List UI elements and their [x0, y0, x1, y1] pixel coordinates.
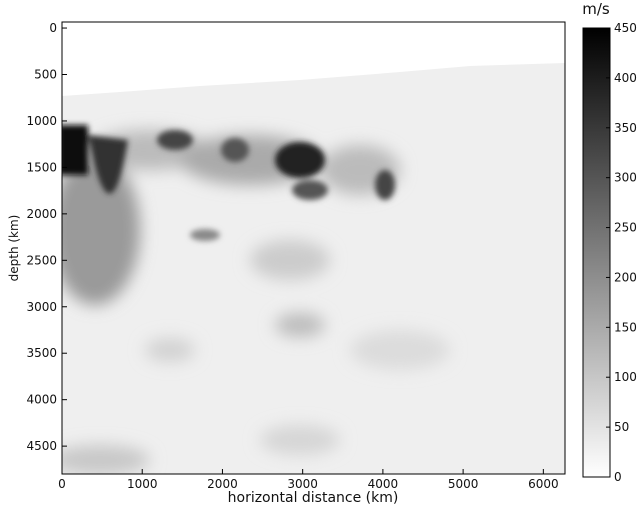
x-axis-label: horizontal distance (km) [228, 490, 399, 506]
colorbar-tick-label: 200 [614, 270, 637, 284]
colorbar-tick-label: 350 [614, 121, 637, 135]
x-tick-label: 0 [58, 477, 66, 491]
y-tick-label: 2000 [26, 207, 57, 221]
colorbar-tick-label: 50 [614, 420, 629, 434]
plot-frame [61, 21, 566, 475]
y-tick-label: 4500 [26, 439, 57, 453]
colorbar-tick-label: 300 [614, 171, 637, 185]
y-tick-label: 1000 [26, 114, 57, 128]
colorbar-tick-label: 150 [614, 320, 637, 334]
x-tick-label: 2000 [207, 477, 238, 491]
y-tick-label: 4000 [26, 393, 57, 407]
colorbar-tick-label: 400 [614, 71, 637, 85]
x-tick-label: 1000 [127, 477, 158, 491]
colorbar-label: m/s [582, 0, 610, 18]
colorbar-tick-label: 250 [614, 221, 637, 235]
y-tick-label: 3500 [26, 346, 57, 360]
colorbar-tick-label: 0 [614, 470, 622, 484]
y-tick-label: 3000 [26, 300, 57, 314]
colorbar-tick-label: 450 [614, 21, 637, 35]
y-tick-label: 500 [34, 67, 57, 81]
y-tick-label: 2500 [26, 253, 57, 267]
x-tick-label: 4000 [368, 477, 399, 491]
x-tick-label: 6000 [528, 477, 559, 491]
x-tick-label: 5000 [448, 477, 479, 491]
y-tick-label: 1500 [26, 160, 57, 174]
colorbar-tick-label: 100 [614, 370, 637, 384]
x-tick-label: 3000 [287, 477, 318, 491]
y-tick-label: 0 [49, 21, 57, 35]
image-field [62, 22, 565, 474]
y-axis-label: depth (km) [7, 215, 21, 282]
colorbar [582, 27, 611, 478]
